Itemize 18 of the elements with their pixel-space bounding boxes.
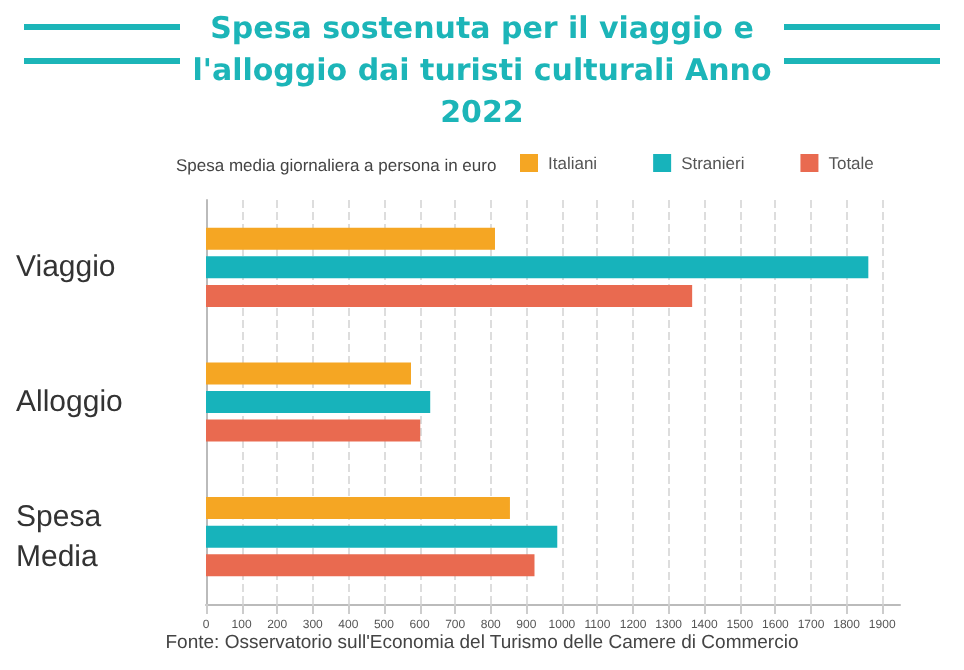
bar: [206, 554, 535, 577]
legend-label: Italiani: [548, 153, 598, 173]
legend-label: Totale: [828, 153, 875, 173]
bar: [206, 362, 411, 385]
chart-title: Spesa sostenuta per il viaggio e l'alloggio dai turisti culturali Anno 2022: [190, 8, 774, 134]
source-note: Fonte: Osservatorio sull'Economia del Turismo delle Camere di Commercio: [163, 632, 801, 654]
y-tick-label: Spesa Media: [16, 499, 110, 574]
y-tick-label: Alloggio: [16, 385, 123, 419]
bar: [206, 525, 558, 548]
bar: [206, 227, 495, 250]
bar: [206, 419, 421, 442]
bar: [206, 284, 693, 307]
bar: [206, 391, 431, 413]
y-tick-label: Viaggio: [16, 250, 116, 285]
bar: [206, 497, 510, 520]
bar: [206, 256, 869, 279]
legend-label: Stranieri: [681, 153, 745, 173]
legend-title: Spesa media giornaliera a persona in euro: [176, 155, 497, 175]
